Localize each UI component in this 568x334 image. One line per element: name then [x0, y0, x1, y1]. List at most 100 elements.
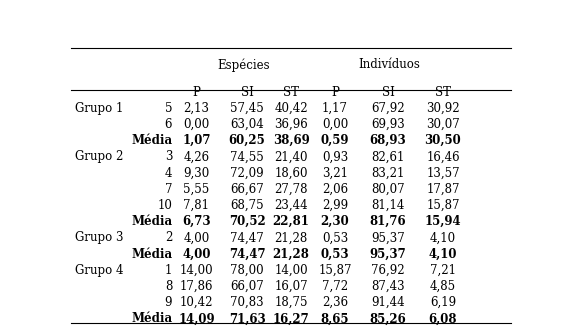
Text: 68,75: 68,75 [230, 199, 264, 212]
Text: 14,00: 14,00 [274, 264, 308, 277]
Text: 83,21: 83,21 [371, 167, 404, 180]
Text: 0,00: 0,00 [322, 118, 348, 131]
Text: SI: SI [382, 87, 394, 100]
Text: 14,09: 14,09 [178, 312, 215, 325]
Text: 30,92: 30,92 [426, 102, 460, 115]
Text: 17,86: 17,86 [179, 280, 213, 293]
Text: 0,59: 0,59 [321, 134, 349, 147]
Text: 91,44: 91,44 [371, 296, 405, 309]
Text: 68,93: 68,93 [370, 134, 406, 147]
Text: 15,87: 15,87 [426, 199, 460, 212]
Text: 14,00: 14,00 [179, 264, 213, 277]
Text: 27,78: 27,78 [274, 183, 308, 196]
Text: 5: 5 [165, 102, 172, 115]
Text: 21,28: 21,28 [274, 231, 308, 244]
Text: 69,93: 69,93 [371, 118, 405, 131]
Text: 6,08: 6,08 [429, 312, 457, 325]
Text: 66,67: 66,67 [230, 183, 264, 196]
Text: 0,53: 0,53 [321, 247, 349, 261]
Text: 57,45: 57,45 [230, 102, 264, 115]
Text: 30,07: 30,07 [426, 118, 460, 131]
Text: 2,36: 2,36 [322, 296, 348, 309]
Text: 3,21: 3,21 [322, 167, 348, 180]
Text: 1,17: 1,17 [322, 102, 348, 115]
Text: Média: Média [131, 312, 172, 325]
Text: Indivíduos: Indivíduos [358, 58, 420, 71]
Text: 18,60: 18,60 [274, 167, 308, 180]
Text: 67,92: 67,92 [371, 102, 405, 115]
Text: 7,72: 7,72 [322, 280, 348, 293]
Text: Média: Média [131, 215, 172, 228]
Text: ST: ST [435, 87, 451, 100]
Text: 76,92: 76,92 [371, 264, 405, 277]
Text: 0,93: 0,93 [322, 150, 348, 163]
Text: 4,10: 4,10 [430, 231, 456, 244]
Text: 10,42: 10,42 [179, 296, 213, 309]
Text: 95,37: 95,37 [370, 247, 406, 261]
Text: Grupo 1: Grupo 1 [76, 102, 124, 115]
Text: 1: 1 [165, 264, 172, 277]
Text: ST: ST [283, 87, 299, 100]
Text: 70,83: 70,83 [230, 296, 264, 309]
Text: 40,42: 40,42 [274, 102, 308, 115]
Text: 4,10: 4,10 [429, 247, 457, 261]
Text: 81,14: 81,14 [371, 199, 404, 212]
Text: 9: 9 [165, 296, 172, 309]
Text: 80,07: 80,07 [371, 183, 405, 196]
Text: 87,43: 87,43 [371, 280, 405, 293]
Text: 0,53: 0,53 [322, 231, 348, 244]
Text: P: P [193, 87, 201, 100]
Text: 30,50: 30,50 [425, 134, 461, 147]
Text: 7,21: 7,21 [430, 264, 456, 277]
Text: P: P [331, 87, 339, 100]
Text: 82,61: 82,61 [371, 150, 404, 163]
Text: 16,27: 16,27 [273, 312, 310, 325]
Text: Média: Média [131, 134, 172, 147]
Text: 18,75: 18,75 [274, 296, 308, 309]
Text: 10: 10 [157, 199, 172, 212]
Text: 8,65: 8,65 [321, 312, 349, 325]
Text: 2,06: 2,06 [322, 183, 348, 196]
Text: 21,40: 21,40 [274, 150, 308, 163]
Text: 2,30: 2,30 [321, 215, 349, 228]
Text: Grupo 2: Grupo 2 [76, 150, 124, 163]
Text: 1,07: 1,07 [182, 134, 211, 147]
Text: 15,94: 15,94 [425, 215, 461, 228]
Text: 0,00: 0,00 [183, 118, 210, 131]
Text: 2: 2 [165, 231, 172, 244]
Text: 23,44: 23,44 [274, 199, 308, 212]
Text: 2,99: 2,99 [322, 199, 348, 212]
Text: 70,52: 70,52 [229, 215, 265, 228]
Text: 16,07: 16,07 [274, 280, 308, 293]
Text: 21,28: 21,28 [273, 247, 310, 261]
Text: 8: 8 [165, 280, 172, 293]
Text: 4,00: 4,00 [183, 231, 210, 244]
Text: 7,81: 7,81 [183, 199, 210, 212]
Text: Grupo 4: Grupo 4 [76, 264, 124, 277]
Text: 3: 3 [165, 150, 172, 163]
Text: 71,63: 71,63 [229, 312, 265, 325]
Text: 4,26: 4,26 [183, 150, 210, 163]
Text: Média: Média [131, 247, 172, 261]
Text: 6: 6 [165, 118, 172, 131]
Text: 22,81: 22,81 [273, 215, 310, 228]
Text: 72,09: 72,09 [230, 167, 264, 180]
Text: SI: SI [241, 87, 253, 100]
Text: 36,96: 36,96 [274, 118, 308, 131]
Text: 5,55: 5,55 [183, 183, 210, 196]
Text: 66,07: 66,07 [230, 280, 264, 293]
Text: 4,85: 4,85 [430, 280, 456, 293]
Text: 9,30: 9,30 [183, 167, 210, 180]
Text: 74,55: 74,55 [230, 150, 264, 163]
Text: Grupo 3: Grupo 3 [76, 231, 124, 244]
Text: 15,87: 15,87 [319, 264, 352, 277]
Text: 63,04: 63,04 [230, 118, 264, 131]
Text: 38,69: 38,69 [273, 134, 310, 147]
Text: 4,00: 4,00 [182, 247, 211, 261]
Text: 60,25: 60,25 [229, 134, 265, 147]
Text: 6,19: 6,19 [430, 296, 456, 309]
Text: 74,47: 74,47 [230, 231, 264, 244]
Text: 78,00: 78,00 [230, 264, 264, 277]
Text: 85,26: 85,26 [370, 312, 406, 325]
Text: 2,13: 2,13 [183, 102, 210, 115]
